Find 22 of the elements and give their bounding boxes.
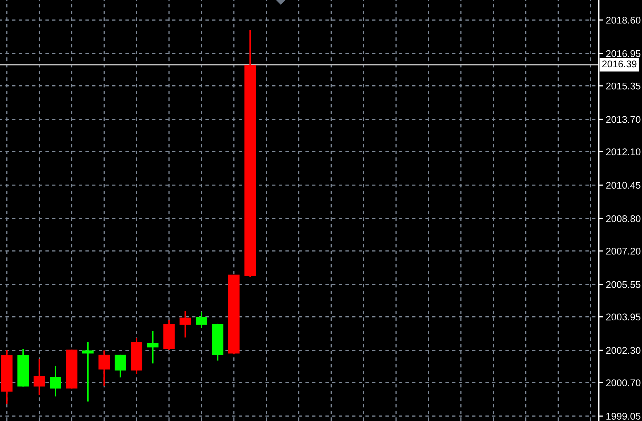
candlestick bbox=[98, 350, 110, 387]
candlestick bbox=[82, 341, 94, 402]
y-tick-label: 2003.95 bbox=[606, 314, 641, 321]
candlestick bbox=[50, 365, 62, 398]
candlestick bbox=[196, 311, 208, 330]
y-tick-label: 2012.10 bbox=[606, 148, 641, 156]
y-tick-label: 2008.80 bbox=[606, 216, 641, 222]
y-tick-label: 2010.45 bbox=[606, 182, 641, 189]
y-tick-label: 2000.70 bbox=[606, 380, 641, 387]
y-tick-label: 2015.35 bbox=[606, 82, 641, 90]
y-tick-label: 2007.20 bbox=[606, 248, 641, 255]
candlestick bbox=[34, 358, 46, 396]
candlestick bbox=[180, 310, 192, 338]
y-tick-label: 2013.70 bbox=[606, 116, 641, 124]
candlestick bbox=[147, 330, 159, 364]
y-tick-label: 2016.95 bbox=[606, 50, 641, 58]
y-tick-label: 2018.60 bbox=[606, 16, 641, 24]
y-tick-label: 1999.05 bbox=[606, 413, 641, 420]
ref-line-label: 2016.39 bbox=[602, 60, 637, 68]
y-tick-label: 2002.30 bbox=[606, 347, 641, 354]
y-tick-label: 2005.55 bbox=[606, 281, 641, 288]
candlestick bbox=[114, 354, 126, 378]
